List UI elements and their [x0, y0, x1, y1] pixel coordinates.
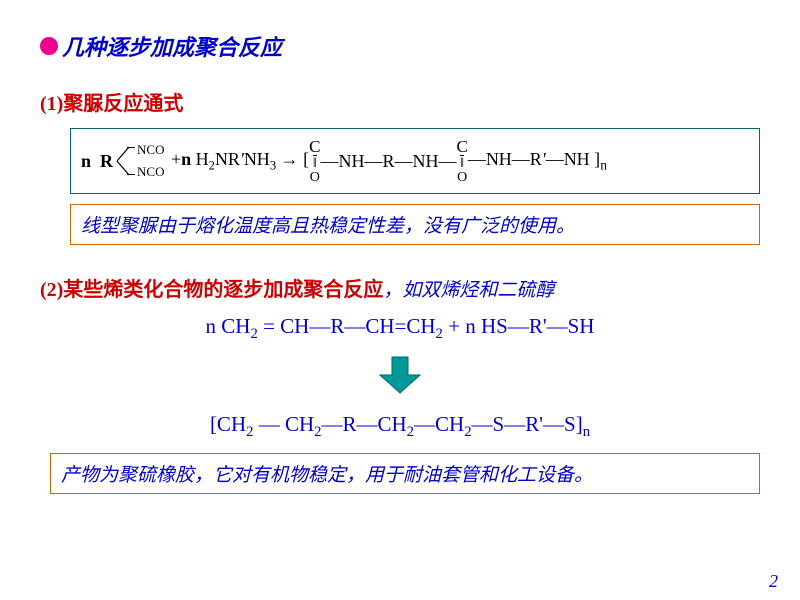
section1-formula-box: n R NCONCO +n H2NR'NH3 → [ C‖O —NH—R—NH—… [70, 128, 760, 194]
section2-eq2: [CH2 — CH2—R—CH2—CH2—S—R'—S]n [40, 412, 760, 441]
carbonyl-2: C‖O [456, 138, 467, 185]
page-number: 2 [769, 571, 778, 592]
nco-branch: NCONCO [135, 144, 164, 177]
down-arrow [40, 355, 760, 400]
section1-note: 线型聚脲由于熔化温度高且热稳定性差，没有广泛的使用。 [70, 204, 760, 245]
section2-note: 产物为聚硫橡胶，它对有机物稳定，用于耐油套管和化工设备。 [50, 453, 760, 494]
section1-heading: (1)聚脲反应通式 [40, 87, 760, 116]
title-row: 几种逐步加成聚合反应 [40, 30, 760, 62]
section2-heading-sep: ， [383, 280, 402, 301]
page-title: 几种逐步加成聚合反应 [62, 30, 282, 62]
section2-heading-blue: 如双烯烃和二硫醇 [402, 280, 554, 301]
section2-heading-red: (2)某些烯类化合物的逐步加成聚合反应 [40, 279, 383, 301]
section2-eq1: n CH2 = CH—R—CH=CH2 + n HS—R'—SH [40, 314, 760, 343]
carbonyl-1: C‖O [309, 138, 320, 185]
section2-heading: (2)某些烯类化合物的逐步加成聚合反应，如双烯烃和二硫醇 [40, 273, 760, 302]
bullet-icon [40, 37, 58, 55]
arrow-down-icon [378, 355, 422, 395]
